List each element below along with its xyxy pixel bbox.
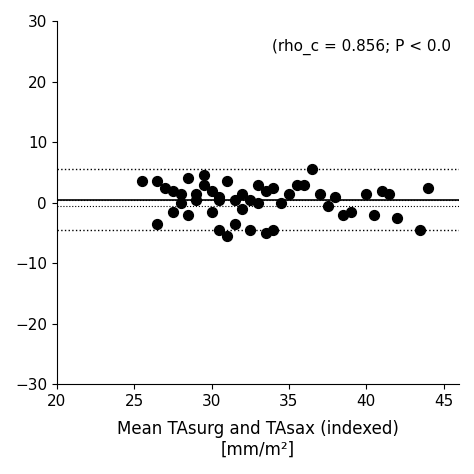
Point: [192, 196, 200, 203]
Point: [270, 184, 277, 191]
Point: [316, 190, 324, 197]
Point: [216, 193, 223, 201]
Point: [169, 208, 177, 216]
Point: [285, 190, 292, 197]
Point: [254, 181, 262, 188]
Point: [169, 187, 177, 194]
Point: [370, 211, 378, 219]
Point: [200, 181, 208, 188]
Point: [386, 190, 393, 197]
Point: [239, 205, 246, 212]
Point: [208, 187, 215, 194]
X-axis label: Mean TAsurg and TAsax (indexed)
[mm/m²]: Mean TAsurg and TAsax (indexed) [mm/m²]: [117, 420, 399, 459]
Point: [270, 226, 277, 234]
Point: [378, 187, 385, 194]
Point: [417, 226, 424, 234]
Point: [363, 190, 370, 197]
Point: [216, 196, 223, 203]
Point: [254, 199, 262, 207]
Point: [246, 196, 254, 203]
Point: [339, 211, 347, 219]
Point: [184, 211, 192, 219]
Point: [192, 190, 200, 197]
Point: [246, 226, 254, 234]
Point: [161, 184, 169, 191]
Point: [231, 196, 238, 203]
Point: [216, 226, 223, 234]
Point: [138, 178, 146, 185]
Point: [177, 190, 184, 197]
Point: [424, 184, 432, 191]
Text: (rho_c = 0.856; P < 0.0: (rho_c = 0.856; P < 0.0: [272, 39, 451, 55]
Point: [293, 181, 301, 188]
Point: [231, 220, 238, 228]
Point: [154, 220, 161, 228]
Point: [277, 199, 285, 207]
Point: [208, 208, 215, 216]
Point: [347, 208, 355, 216]
Point: [393, 214, 401, 222]
Point: [154, 178, 161, 185]
Point: [239, 190, 246, 197]
Point: [308, 165, 316, 173]
Point: [223, 178, 231, 185]
Point: [200, 172, 208, 179]
Point: [177, 199, 184, 207]
Point: [262, 187, 269, 194]
Point: [223, 232, 231, 240]
Point: [301, 181, 308, 188]
Point: [331, 193, 339, 201]
Point: [262, 229, 269, 237]
Point: [324, 202, 331, 210]
Point: [184, 174, 192, 182]
